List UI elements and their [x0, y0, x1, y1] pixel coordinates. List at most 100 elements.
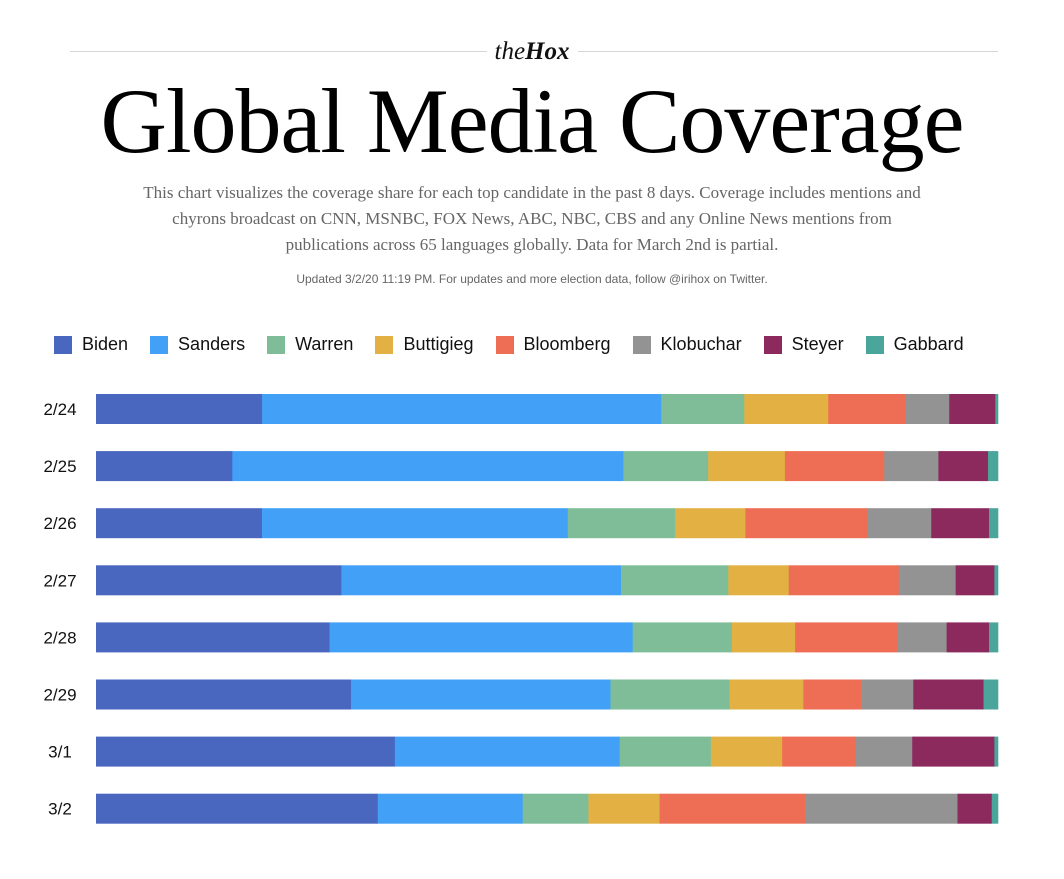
- legend-label: Biden: [82, 334, 129, 354]
- bar-segment-klobuchar-3-2: [805, 793, 958, 824]
- y-tick-label: 2/26: [43, 514, 76, 533]
- bar-segment-bloomberg-2-26: [745, 508, 868, 539]
- legend-swatch: [865, 335, 884, 354]
- bar-segment-warren-2-24: [661, 394, 745, 424]
- bar-segment-buttigieg-2-24: [744, 394, 829, 424]
- bar-segment-steyer-2-29: [913, 679, 984, 710]
- bar-segment-gabbard-2-28: [988, 622, 999, 653]
- bar-segment-sanders-3-2: [377, 793, 523, 824]
- chart-subtitle: This chart visualizes the coverage share…: [143, 183, 921, 254]
- legend-item-klobuchar: Klobuchar: [632, 334, 742, 355]
- y-tick-label: 2/29: [43, 686, 76, 705]
- bar-segment-warren-3-2: [522, 793, 589, 824]
- legend-item-gabbard: Gabbard: [865, 334, 964, 355]
- bar-segment-sanders-2-27: [341, 565, 622, 596]
- bar-segment-klobuchar-2-26: [867, 508, 932, 539]
- bar-segment-bloomberg-2-24: [828, 394, 907, 424]
- y-tick-label: 2/27: [43, 571, 76, 590]
- bar-segment-warren-2-29: [610, 679, 730, 710]
- bar-segment-bloomberg-2-25: [784, 451, 885, 482]
- brand-prefix: the: [494, 38, 526, 65]
- bar-segment-steyer-3-2: [957, 793, 992, 824]
- chart-legend: Biden Sanders Warren Buttigieg Bloomberg Klob…: [54, 334, 986, 355]
- bar-segment-gabbard-3-1: [994, 736, 999, 767]
- bar-segment-warren-2-28: [632, 622, 733, 653]
- legend-item-bloomberg: Bloomberg: [495, 334, 611, 355]
- legend-label: Sanders: [178, 334, 246, 354]
- y-tick-label: 3/1: [48, 743, 72, 762]
- page-title: Global Media Coverage: [100, 70, 965, 172]
- bar-segment-steyer-2-27: [955, 565, 995, 596]
- bar-segment-bloomberg-2-27: [788, 565, 900, 596]
- bar-segment-gabbard-2-29: [983, 679, 999, 710]
- brand-name: Hox: [525, 38, 570, 65]
- bar-segment-steyer-2-25: [938, 451, 989, 482]
- bar-segment-biden-2-25: [96, 451, 233, 482]
- legend-swatch: [495, 335, 514, 354]
- legend-label: Warren: [295, 334, 354, 354]
- brand-logo: theHox: [0, 38, 1064, 66]
- bar-segment-warren-3-1: [619, 736, 712, 767]
- legend-label: Bloomberg: [523, 334, 611, 354]
- legend-swatch: [375, 335, 394, 354]
- bar-segment-gabbard-3-2: [991, 793, 999, 824]
- bar-segment-steyer-2-26: [931, 508, 990, 539]
- bar-segment-warren-2-27: [620, 565, 729, 596]
- legend-swatch: [632, 335, 651, 354]
- bar-segment-bloomberg-3-1: [782, 736, 856, 767]
- legend-swatch: [267, 335, 286, 354]
- y-tick-label: 2/28: [43, 628, 76, 647]
- bar-segment-biden-3-2: [96, 793, 379, 824]
- bar-segment-bloomberg-2-29: [803, 679, 862, 710]
- bar-segment-warren-2-25: [623, 451, 709, 482]
- legend-item-biden: Biden: [54, 334, 128, 355]
- bar-segment-klobuchar-2-29: [861, 679, 914, 710]
- bar-segment-gabbard-2-24: [995, 394, 999, 424]
- bar-segment-sanders-3-1: [394, 736, 620, 767]
- legend-item-sanders: Sanders: [150, 334, 245, 355]
- bar-segment-buttigieg-3-2: [588, 793, 660, 824]
- y-tick-label: 2/24: [43, 400, 76, 419]
- bar-segment-biden-2-27: [96, 565, 342, 596]
- legend-item-buttigieg: Buttigieg: [375, 334, 474, 355]
- bar-segment-klobuchar-3-1: [855, 736, 913, 767]
- bar-segment-steyer-2-24: [949, 394, 996, 424]
- bar-segment-klobuchar-2-28: [896, 622, 947, 653]
- bar-segment-buttigieg-3-1: [710, 736, 783, 767]
- legend-swatch: [54, 335, 72, 354]
- y-tick-label: 2/25: [43, 457, 76, 476]
- bar-segment-klobuchar-2-27: [898, 565, 956, 596]
- bar-segment-biden-2-24: [96, 394, 263, 424]
- legend-label: Klobuchar: [660, 334, 742, 354]
- legend-label: Steyer: [791, 334, 844, 354]
- legend-item-warren: Warren: [267, 334, 353, 355]
- bar-segment-buttigieg-2-28: [731, 622, 796, 653]
- y-tick-label: 3/2: [48, 800, 72, 819]
- bar-segment-bloomberg-3-2: [659, 793, 806, 824]
- updated-note: Updated 3/2/20 11:19 PM. For updates and…: [296, 272, 768, 286]
- bar-segment-buttigieg-2-29: [729, 679, 804, 710]
- legend-swatch: [763, 335, 782, 354]
- bar-segment-sanders-2-28: [329, 622, 633, 653]
- bar-segment-gabbard-2-26: [988, 508, 999, 539]
- legend-item-steyer: Steyer: [763, 334, 844, 355]
- bar-segment-steyer-3-1: [912, 736, 995, 767]
- bar-segment-biden-2-26: [96, 508, 263, 539]
- bar-segment-gabbard-2-27: [994, 565, 999, 596]
- bar-segment-sanders-2-24: [262, 394, 662, 424]
- legend-swatch: [150, 335, 169, 354]
- bar-segment-bloomberg-2-28: [795, 622, 898, 653]
- bar-segment-sanders-2-25: [232, 451, 624, 482]
- bar-segment-steyer-2-28: [946, 622, 990, 653]
- bar-segment-buttigieg-2-27: [728, 565, 790, 596]
- bar-segment-buttigieg-2-25: [708, 451, 786, 482]
- bar-segment-biden-2-29: [96, 679, 352, 710]
- legend-label: Gabbard: [893, 334, 964, 354]
- bar-segment-warren-2-26: [567, 508, 676, 539]
- bar-segment-biden-3-1: [96, 736, 396, 767]
- bar-segment-sanders-2-29: [351, 679, 611, 710]
- bar-segment-buttigieg-2-26: [675, 508, 746, 539]
- bar-segment-biden-2-28: [96, 622, 330, 653]
- bar-segment-sanders-2-26: [261, 508, 569, 539]
